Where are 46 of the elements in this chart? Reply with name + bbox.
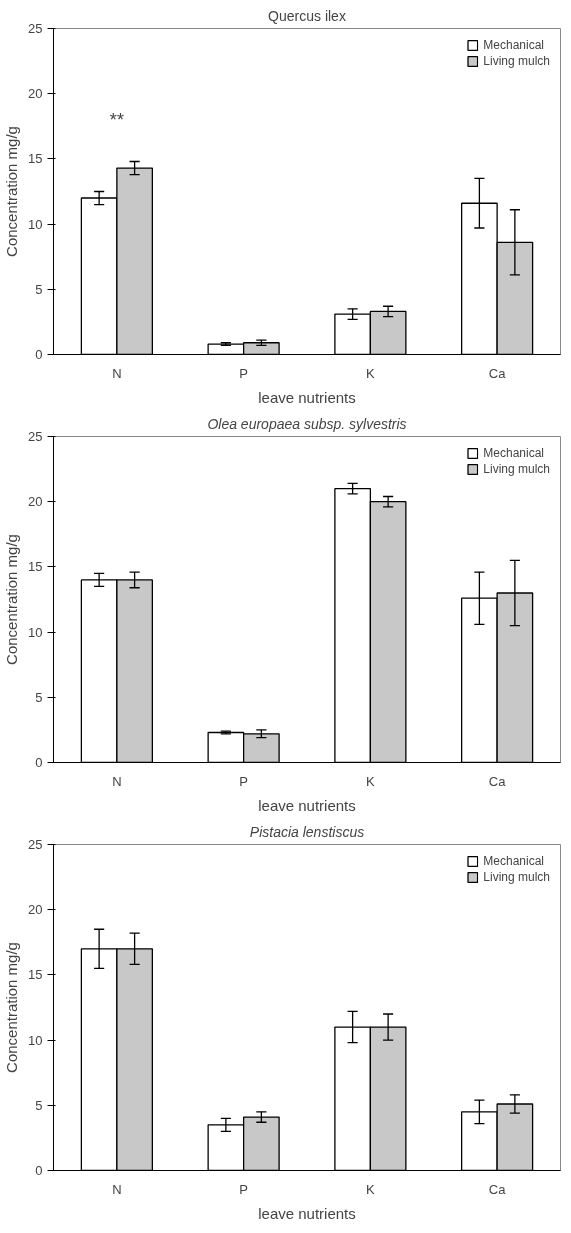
y-tick-label: 5 xyxy=(35,689,43,705)
y-tick-label: 5 xyxy=(35,1097,43,1113)
x-axis-title: leave nutrients xyxy=(258,1204,356,1222)
y-axis-title: Concentration mg/g xyxy=(3,942,21,1073)
x-tick-label: P xyxy=(239,365,248,381)
y-tick-label: 25 xyxy=(28,21,43,36)
y-tick-label: 15 xyxy=(28,151,43,167)
y-tick-label: 20 xyxy=(28,902,43,918)
y-tick-label: 15 xyxy=(28,967,43,983)
y-tick-label: 20 xyxy=(28,86,43,102)
chart-title: Olea europaea subsp. sylvestris xyxy=(207,415,407,432)
y-axis-title: Concentration mg/g xyxy=(3,126,21,257)
y-tick-label: 0 xyxy=(35,347,43,362)
y-tick-label: 10 xyxy=(28,216,43,232)
legend-label: Living mulch xyxy=(483,870,550,884)
chart-title: Pistacia lenstiscus xyxy=(249,823,365,840)
legend-label: Mechanical xyxy=(483,446,544,460)
x-tick-label: N xyxy=(112,773,122,789)
x-tick-label: P xyxy=(239,1181,248,1197)
chart-title: Quercus ilex xyxy=(268,7,346,24)
x-tick-label: P xyxy=(239,773,248,789)
y-tick-label: 10 xyxy=(28,1032,43,1048)
legend-label: Mechanical xyxy=(483,854,544,868)
annotation: ** xyxy=(109,109,124,130)
y-axis-title: Concentration mg/g xyxy=(3,534,21,665)
legend-label: Mechanical xyxy=(483,38,544,52)
y-tick-label: 10 xyxy=(28,624,43,640)
x-tick-label: Ca xyxy=(488,773,507,789)
x-tick-label: N xyxy=(112,1181,122,1197)
y-tick-label: 15 xyxy=(28,559,43,575)
x-tick-label: K xyxy=(366,1181,376,1197)
x-tick-label: K xyxy=(366,365,376,381)
x-tick-label: Ca xyxy=(488,1181,507,1197)
x-axis-title: leave nutrients xyxy=(258,796,356,814)
x-tick-label: K xyxy=(366,773,376,789)
y-tick-label: 0 xyxy=(35,755,43,770)
legend-label: Living mulch xyxy=(483,54,550,68)
y-tick-label: 0 xyxy=(35,1163,43,1178)
x-tick-label: Ca xyxy=(488,365,507,381)
y-tick-label: 5 xyxy=(35,281,43,297)
x-tick-label: N xyxy=(112,365,122,381)
y-tick-label: 25 xyxy=(28,837,43,852)
x-axis-title: leave nutrients xyxy=(258,388,356,406)
y-tick-label: 25 xyxy=(28,429,43,444)
legend-label: Living mulch xyxy=(483,462,550,476)
y-tick-label: 20 xyxy=(28,494,43,510)
